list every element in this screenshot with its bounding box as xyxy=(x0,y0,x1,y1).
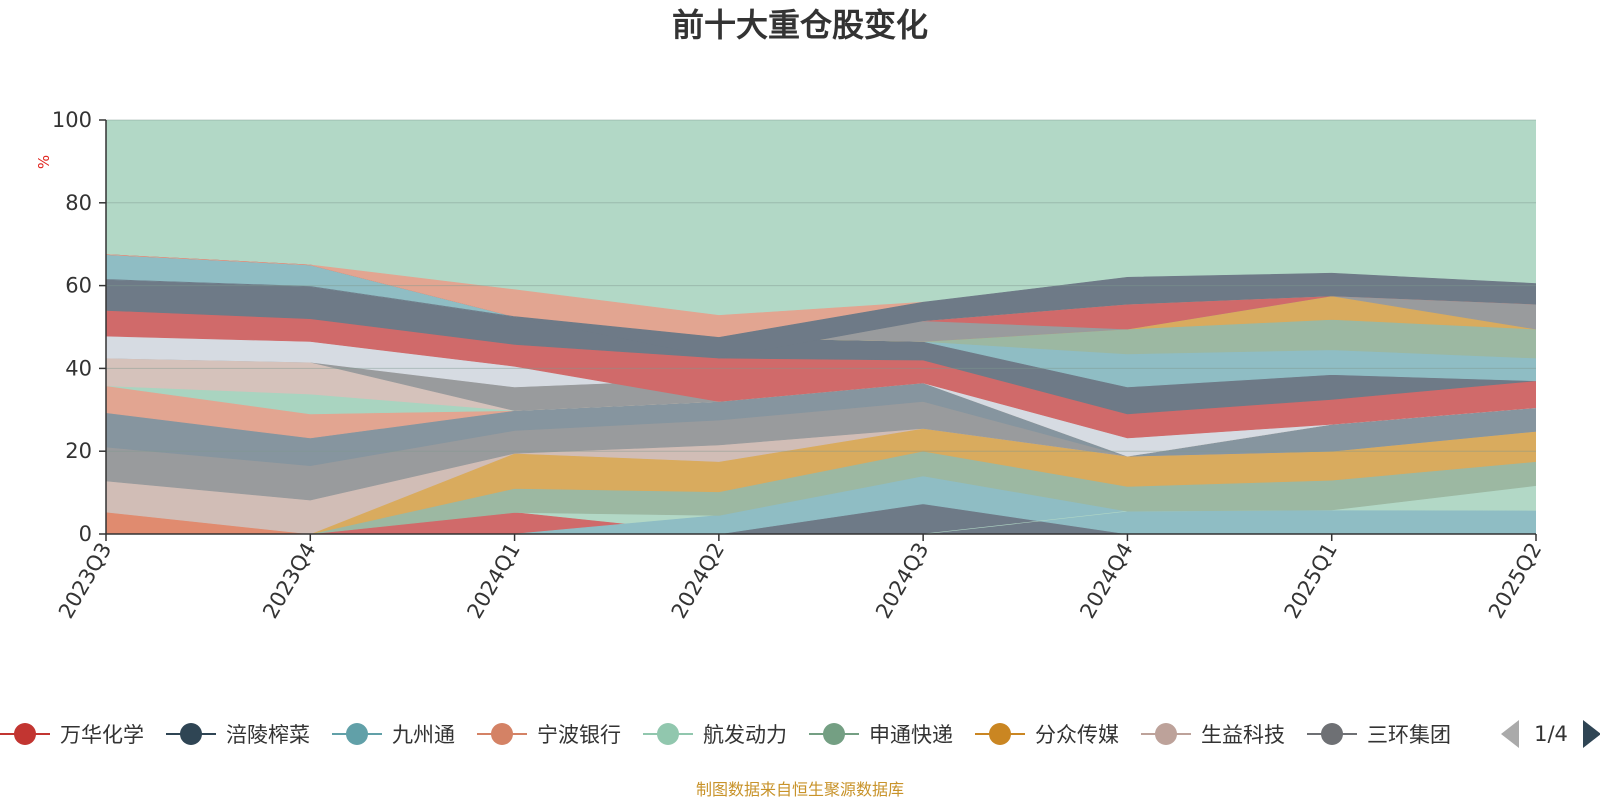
legend: 万华化学 涪陵榨菜 九州通 宁波银行 航发动力 申通快递 分众传媒 生益科技 三环集团 xyxy=(0,723,1451,747)
x-tick-label: 2025Q1 xyxy=(1280,539,1342,623)
area-band xyxy=(106,475,1536,534)
legend-label: 涪陵榨菜 xyxy=(226,723,310,747)
x-tick-label: 2024Q1 xyxy=(462,539,524,623)
x-axis: 2023Q3 2023Q4 2024Q1 2024Q2 2024Q3 2024Q4 2025… xyxy=(54,533,1546,623)
legend-marker-icon xyxy=(1320,723,1343,745)
legend-label: 航发动力 xyxy=(703,723,787,747)
y-axis-unit: % xyxy=(35,155,53,169)
y-axis: 0 20 40 60 80 100 xyxy=(52,108,107,546)
legend-label: 宁波银行 xyxy=(537,723,621,747)
data-source-note: 制图数据来自恒生聚源数据库 xyxy=(696,780,904,799)
area-band xyxy=(106,511,1536,534)
legend-marker-icon xyxy=(656,723,679,745)
legend-label: 九州通 xyxy=(392,723,455,747)
legend-marker-icon xyxy=(179,723,202,745)
legend-item[interactable]: 万华化学 xyxy=(0,723,144,747)
area-band xyxy=(106,272,1536,359)
legend-item[interactable]: 涪陵榨菜 xyxy=(165,723,310,747)
area-bands xyxy=(106,254,1536,534)
y-tick-label: 0 xyxy=(79,522,92,546)
legend-item[interactable]: 九州通 xyxy=(331,723,455,747)
legend-item[interactable]: 生益科技 xyxy=(1140,723,1285,747)
legend-label: 生益科技 xyxy=(1201,723,1285,747)
y-tick-label: 40 xyxy=(65,356,92,380)
legend-label: 万华化学 xyxy=(60,723,144,747)
legend-prev-page-icon[interactable] xyxy=(1501,720,1519,748)
legend-marker-icon xyxy=(14,723,36,745)
legend-label: 三环集团 xyxy=(1367,723,1451,747)
legend-marker-icon xyxy=(822,723,845,745)
y-tick-label: 80 xyxy=(65,191,92,215)
y-tick-label: 100 xyxy=(52,108,92,132)
x-tick-label: 2024Q4 xyxy=(1075,539,1137,623)
y-tick-label: 60 xyxy=(65,274,92,298)
x-tick-label: 2023Q3 xyxy=(54,539,116,623)
x-tick-label: 2025Q2 xyxy=(1484,539,1546,623)
legend-item[interactable]: 宁波银行 xyxy=(476,723,621,747)
legend-next-page-icon[interactable] xyxy=(1583,720,1600,748)
area-band xyxy=(106,512,1536,534)
legend-label: 申通快递 xyxy=(869,723,953,747)
legend-item[interactable]: 三环集团 xyxy=(1306,723,1451,747)
legend-page-indicator: 1/4 xyxy=(1534,722,1568,746)
legend-item[interactable]: 申通快递 xyxy=(808,723,953,747)
legend-marker-icon xyxy=(1154,723,1177,745)
x-tick-label: 2024Q3 xyxy=(871,539,933,623)
legend-item[interactable]: 航发动力 xyxy=(642,723,787,747)
grid-lines xyxy=(106,119,1536,452)
x-tick-label: 2023Q4 xyxy=(258,539,320,623)
legend-marker-icon xyxy=(490,723,513,745)
legend-marker-icon xyxy=(988,723,1011,745)
legend-item[interactable]: 分众传媒 xyxy=(974,723,1119,747)
legend-marker-icon xyxy=(345,723,368,745)
legend-label: 分众传媒 xyxy=(1035,723,1119,747)
x-tick-label: 2024Q2 xyxy=(667,539,729,623)
y-tick-label: 20 xyxy=(65,439,92,463)
chart-title: 前十大重仓股变化 xyxy=(672,6,928,44)
